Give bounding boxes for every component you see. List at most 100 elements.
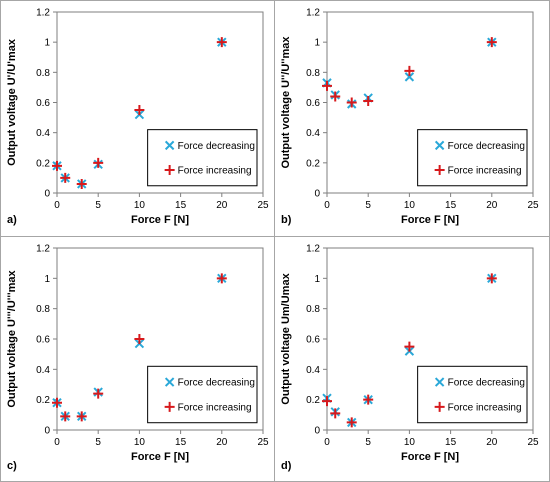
data-point-increasing [486,273,497,284]
data-point-increasing [76,411,87,422]
legend-label: Force increasing [178,166,252,177]
x-tick-label: 20 [486,437,498,448]
data-point-increasing [134,105,145,116]
y-tick-label: 0 [44,426,50,437]
legend-box [147,365,258,424]
legend-label: Force increasing [448,166,522,177]
legend: Force decreasing Force increasing [417,129,528,187]
legend-marker-increasing [434,165,445,176]
chart-panel-3: 0 0.2 0.4 0.6 0.8 1 1.2 0 5 10 15 20 25 Force F [N] Ou… [6,244,269,473]
y-tick-label: 0.2 [36,158,50,169]
y-tick-label: 0.6 [36,98,50,109]
x-tick-label: 20 [216,437,228,448]
x-tick-label: 20 [486,200,498,211]
legend-label: Force decreasing [178,378,255,389]
y-axis-label: Output voltage U'/U'max [6,38,18,166]
y-tick-label: 0.2 [306,158,320,169]
legend-label: Force decreasing [178,141,255,152]
data-point-increasing [60,411,71,422]
x-tick-label: 10 [134,200,146,211]
legend-label: Force decreasing [448,141,525,152]
x-tick-label: 25 [527,437,539,448]
data-point-increasing [93,157,104,168]
data-point-increasing [93,388,104,399]
y-tick-label: 1.2 [306,244,320,255]
data-point-increasing [404,341,415,352]
legend-box [417,129,528,187]
y-axis-label: Output voltage U'''/U'''max [6,269,18,407]
x-axis-label: Force F [N] [401,451,459,463]
legend-label: Force increasing [178,402,252,413]
x-tick-label: 0 [324,437,330,448]
x-tick-label: 25 [527,200,539,211]
y-tick-label: 0 [314,189,320,200]
data-point-increasing [76,178,87,189]
data-point-decreasing [404,72,415,82]
x-axis-label: Force F [N] [401,214,459,226]
data-point-increasing [216,37,227,48]
x-tick-label: 25 [257,200,269,211]
legend-marker-decreasing [434,377,445,387]
y-tick-label: 0 [44,189,50,200]
x-tick-label: 15 [445,437,457,448]
data-point-increasing [330,91,341,102]
x-tick-label: 5 [95,437,101,448]
x-tick-label: 10 [134,437,146,448]
x-tick-label: 15 [175,437,187,448]
legend-marker-increasing [164,165,175,176]
y-tick-label: 1 [314,274,320,285]
data-point-increasing [486,37,497,48]
x-axis-label: Force F [N] [131,451,189,463]
y-tick-label: 0.4 [306,128,320,139]
x-tick-label: 5 [95,200,101,211]
x-tick-label: 10 [404,437,416,448]
y-tick-label: 1 [44,38,50,49]
x-tick-label: 5 [365,437,371,448]
legend-label: Force decreasing [448,378,525,389]
legend: Force decreasing Force increasing [417,365,528,424]
y-tick-label: 0.2 [306,395,320,406]
y-tick-label: 0.4 [36,365,50,376]
y-axis-label: Output voltage Um/Umax [280,272,292,404]
x-tick-label: 10 [404,200,416,211]
legend-marker-decreasing [164,377,175,387]
y-tick-label: 0.4 [36,128,50,139]
y-tick-label: 0.8 [36,304,50,315]
x-tick-label: 0 [54,200,60,211]
y-tick-label: 0.6 [36,335,50,346]
panel-label: d) [281,460,292,472]
y-tick-label: 0.2 [36,395,50,406]
x-tick-label: 0 [54,437,60,448]
x-tick-label: 15 [175,200,187,211]
data-point-increasing [322,396,332,407]
x-tick-label: 0 [324,200,330,211]
y-axis-label: Output voltage U''/U''max [280,36,292,169]
panel-label: b) [281,214,292,226]
legend: Force decreasing Force increasing [147,129,258,187]
legend-box [417,365,528,424]
y-tick-label: 0 [314,426,320,437]
data-point-increasing [216,273,227,284]
data-point-increasing [363,95,374,106]
legend-marker-increasing [434,401,445,412]
data-point-increasing [60,172,71,183]
x-tick-label: 25 [257,437,269,448]
y-tick-label: 1 [314,38,320,49]
y-tick-label: 0.8 [36,68,50,79]
x-tick-label: 15 [445,200,457,211]
legend-marker-decreasing [164,140,175,151]
legend-box [147,129,258,187]
y-tick-label: 1 [44,274,50,285]
data-point-increasing [134,334,145,344]
data-point-increasing [330,408,341,419]
legend-marker-increasing [164,401,175,412]
y-tick-label: 1.2 [36,244,50,255]
y-tick-label: 0.8 [306,304,320,315]
data-point-increasing [52,160,62,171]
legend: Force decreasing Force increasing [147,365,258,424]
x-tick-label: 5 [365,200,371,211]
y-tick-label: 1.2 [36,8,50,19]
data-point-increasing [404,65,415,76]
data-point-increasing [346,417,357,428]
